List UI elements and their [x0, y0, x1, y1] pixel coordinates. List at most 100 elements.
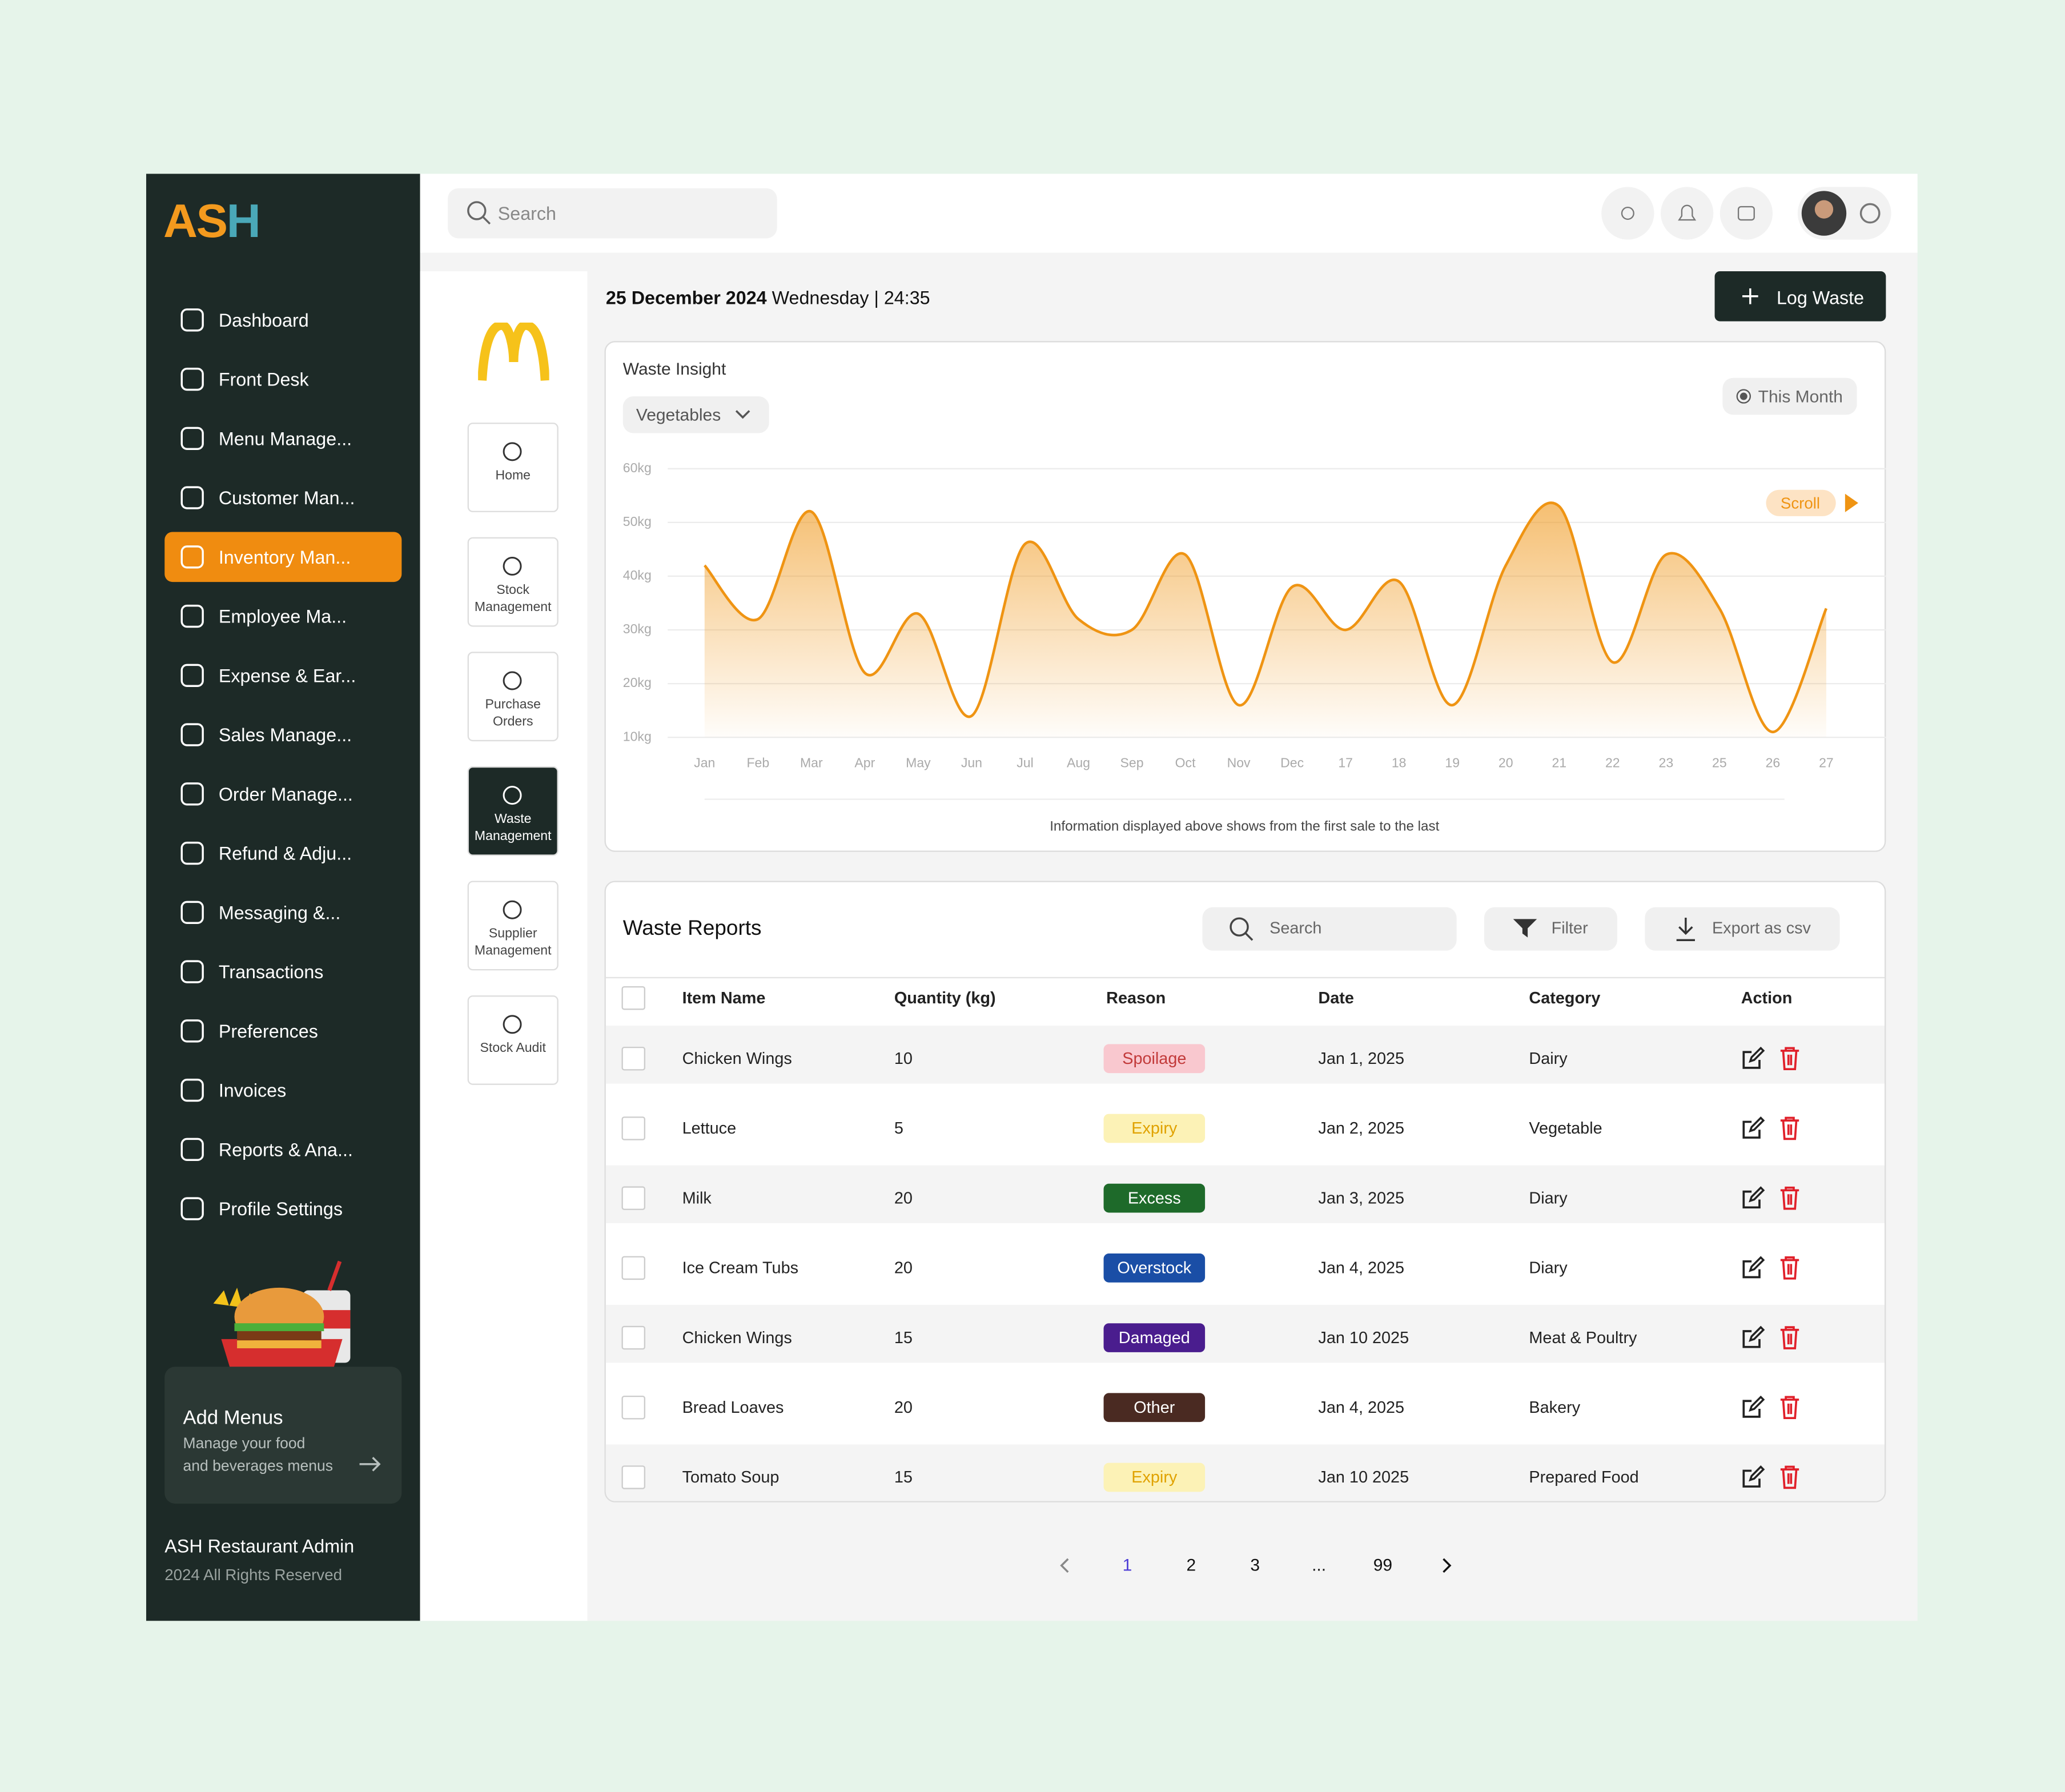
date: Jan 4, 2025	[1318, 1259, 1405, 1277]
module-tile[interactable]	[467, 537, 559, 627]
notification-button[interactable]	[1661, 187, 1714, 240]
date: Jan 4, 2025	[1318, 1398, 1405, 1417]
row-checkbox[interactable]	[621, 1395, 645, 1420]
date: Jan 3, 2025	[1318, 1189, 1405, 1208]
scroll-arrow	[1845, 493, 1858, 512]
edit-button[interactable]	[1739, 1255, 1766, 1281]
delete-button[interactable]	[1778, 1464, 1802, 1490]
x-tick-label: 17	[1338, 755, 1353, 770]
nav-item[interactable]: Front Desk	[218, 368, 309, 390]
y-tick-label: 30kg	[623, 621, 652, 636]
module-label: Stock Management	[474, 583, 552, 615]
x-tick-label: Mar	[800, 755, 823, 770]
search-box[interactable]	[448, 188, 777, 239]
item-name: Bread Loaves	[682, 1398, 784, 1417]
nav-item[interactable]: Order Manage...	[218, 783, 353, 805]
page-link[interactable]: 1	[1122, 1554, 1132, 1575]
nav-item[interactable]: Transactions	[218, 961, 324, 983]
delete-button[interactable]	[1778, 1046, 1802, 1072]
select-all-checkbox[interactable]	[621, 986, 645, 1010]
row-checkbox[interactable]	[621, 1465, 645, 1489]
row-background	[605, 1026, 1885, 1084]
reason-badge: Overstock	[1103, 1253, 1206, 1283]
row-checkbox[interactable]	[621, 1186, 645, 1210]
nav-icon	[180, 782, 204, 806]
date: 25 December 2024	[605, 287, 767, 308]
reason-badge: Expiry	[1103, 1114, 1206, 1143]
nav-item[interactable]: Customer Man...	[218, 487, 355, 508]
column-header: Action	[1741, 989, 1793, 1007]
item-name: Ice Cream Tubs	[682, 1259, 799, 1277]
delete-button[interactable]	[1778, 1185, 1802, 1211]
page-link[interactable]: 3	[1250, 1554, 1260, 1575]
x-tick-label: 26	[1766, 755, 1781, 770]
export-label: Export as csv	[1712, 919, 1811, 938]
nav-icon	[180, 1138, 204, 1162]
delete-button[interactable]	[1778, 1395, 1802, 1421]
module-tile[interactable]	[467, 766, 559, 856]
module-label: Supplier Management	[474, 927, 552, 959]
nav-item[interactable]: Employee Ma...	[218, 605, 347, 627]
row-background	[605, 1444, 1885, 1501]
nav-active-bg[interactable]	[164, 532, 402, 582]
footer-title: ASH Restaurant Admin	[164, 1535, 355, 1557]
nav-item[interactable]: Dashboard	[218, 309, 309, 331]
x-tick-label: Nov	[1227, 755, 1251, 770]
edit-button[interactable]	[1739, 1185, 1766, 1211]
nav-item[interactable]: Menu Manage...	[218, 428, 352, 449]
filter-icon	[1513, 919, 1537, 938]
nav-item[interactable]: Expense & Ear...	[218, 665, 356, 686]
nav-item[interactable]: Reports & Ana...	[218, 1139, 353, 1160]
nav-item[interactable]: Sales Manage...	[218, 724, 352, 746]
column-header: Reason	[1106, 989, 1166, 1007]
x-tick-label: 19	[1445, 755, 1460, 770]
nav-item[interactable]: Profile Settings	[218, 1198, 343, 1220]
reports-search[interactable]	[1202, 907, 1457, 951]
page-link[interactable]: 99	[1373, 1554, 1393, 1575]
module-tile[interactable]	[467, 995, 559, 1085]
y-tick-label: 10kg	[623, 729, 652, 744]
nav-item[interactable]: Invoices	[218, 1079, 287, 1101]
module-tile[interactable]	[467, 423, 559, 512]
delete-button[interactable]	[1778, 1255, 1802, 1281]
module-tile[interactable]	[467, 652, 559, 742]
module-icon	[503, 900, 522, 919]
prev-page[interactable]	[1056, 1556, 1072, 1574]
page-link[interactable]: ...	[1312, 1554, 1327, 1575]
edit-button[interactable]	[1739, 1395, 1766, 1421]
row-checkbox[interactable]	[621, 1325, 645, 1350]
page-link[interactable]: 2	[1186, 1554, 1196, 1575]
module-icon	[503, 556, 522, 576]
module-tile[interactable]	[467, 881, 559, 971]
delete-button[interactable]	[1778, 1324, 1802, 1351]
edit-button[interactable]	[1739, 1324, 1766, 1351]
nav-item[interactable]: Preferences	[218, 1020, 318, 1042]
nav-item[interactable]: Refund & Adju...	[218, 842, 352, 864]
next-page[interactable]	[1440, 1556, 1456, 1574]
row-checkbox[interactable]	[621, 1256, 645, 1280]
logo: ASH	[163, 193, 261, 249]
module-icon	[503, 1015, 522, 1034]
nav-item[interactable]: Messaging &...	[218, 902, 341, 923]
row-checkbox[interactable]	[621, 1116, 645, 1140]
theme-button[interactable]	[1601, 187, 1654, 240]
logo-accent: H	[226, 193, 261, 248]
filter-button[interactable]	[1484, 907, 1617, 951]
category: Diary	[1529, 1259, 1568, 1277]
column-header: Date	[1318, 989, 1354, 1007]
row-checkbox[interactable]	[621, 1046, 645, 1071]
edit-button[interactable]	[1739, 1046, 1766, 1072]
edit-button[interactable]	[1739, 1464, 1766, 1490]
nav-item[interactable]: Inventory Man...	[218, 546, 351, 568]
export-button[interactable]	[1645, 907, 1840, 951]
mail-button[interactable]	[1720, 187, 1773, 240]
nav-icon	[180, 901, 204, 924]
delete-button[interactable]	[1778, 1115, 1802, 1142]
quantity: 15	[894, 1328, 913, 1347]
settings-button[interactable]	[1859, 203, 1881, 224]
line	[704, 501, 1828, 734]
edit-button[interactable]	[1739, 1115, 1766, 1142]
module-icon	[503, 442, 522, 461]
promo-card[interactable]	[164, 1367, 402, 1504]
search-icon	[467, 201, 491, 225]
